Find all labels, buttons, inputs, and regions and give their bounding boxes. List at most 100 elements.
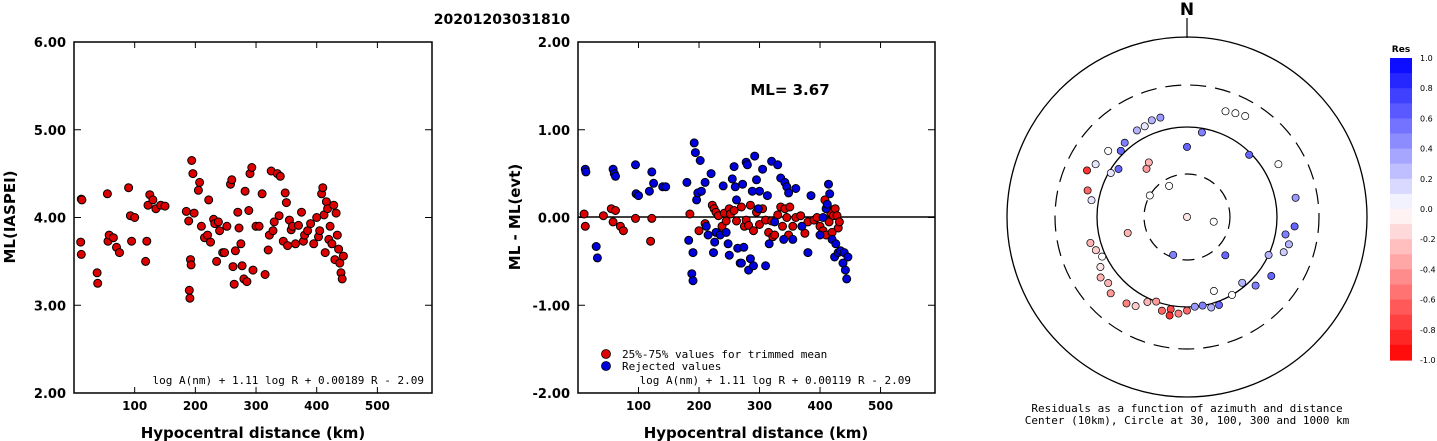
- data-point: [803, 248, 813, 258]
- colorbar-tick-label: -0.4: [1420, 265, 1436, 274]
- data-point: [312, 213, 322, 222]
- station-point: [1238, 278, 1247, 287]
- station-point: [1245, 150, 1254, 159]
- station-point: [1165, 181, 1174, 190]
- station-point: [1096, 273, 1105, 282]
- data-point: [124, 183, 134, 193]
- data-point: [591, 242, 601, 251]
- station-point: [1133, 126, 1141, 135]
- data-point: [206, 237, 215, 247]
- data-point: [753, 204, 763, 214]
- y-tick-label: 4.00: [34, 212, 66, 227]
- data-point: [331, 208, 341, 218]
- data-point: [580, 221, 590, 231]
- station-point: [1152, 297, 1161, 306]
- data-point: [257, 189, 267, 199]
- north-label: N: [1180, 0, 1194, 20]
- data-point: [634, 191, 643, 201]
- data-point: [723, 239, 733, 249]
- colorbar-cell: [1390, 163, 1412, 180]
- station-point: [1131, 302, 1140, 311]
- regression-formula: log A(nm) + 1.11 log R + 0.00119 R - 2.0…: [639, 374, 911, 387]
- data-point: [230, 246, 240, 256]
- data-point: [736, 202, 746, 212]
- regression-formula: log A(nm) + 1.11 log R + 0.00189 R - 2.0…: [152, 374, 424, 387]
- data-point: [685, 209, 695, 219]
- colorbar-cell: [1390, 344, 1412, 361]
- data-point: [248, 265, 258, 275]
- data-point: [778, 221, 787, 231]
- colorbar-tick-label: -1.0: [1420, 356, 1436, 365]
- data-point: [796, 211, 806, 221]
- colorbar-tick-label: 1.0: [1420, 54, 1433, 63]
- data-point: [618, 226, 628, 236]
- station-point: [1228, 290, 1236, 299]
- data-point: [729, 206, 739, 215]
- data-point: [184, 216, 194, 226]
- data-point: [785, 202, 795, 212]
- data-point: [749, 226, 758, 236]
- colorbar-cell: [1390, 193, 1412, 210]
- station-point: [1198, 301, 1207, 310]
- station-point: [1104, 146, 1113, 155]
- station-point: [1156, 113, 1165, 122]
- data-point: [234, 223, 244, 233]
- station-point: [1241, 112, 1250, 121]
- data-point: [592, 253, 602, 263]
- data-point: [268, 226, 278, 236]
- data-point: [689, 138, 699, 148]
- data-point: [773, 160, 783, 170]
- data-point: [579, 209, 589, 219]
- colorbar-cell: [1390, 269, 1412, 286]
- station-point: [1274, 160, 1283, 169]
- data-point: [233, 207, 243, 217]
- station-point: [1086, 238, 1095, 247]
- data-point: [76, 249, 86, 259]
- station-point: [1183, 142, 1191, 151]
- axis-ticks: 100 200 300 400 500 -2.00 -1.00 0.00 1.00 2.00: [533, 36, 935, 413]
- data-point: [598, 211, 608, 221]
- data-point: [831, 239, 841, 249]
- figure-title: 20201203031810: [434, 12, 571, 28]
- data-point: [141, 256, 151, 266]
- x-tick-label: 300: [244, 399, 269, 413]
- data-point: [227, 175, 237, 185]
- data-point: [184, 285, 194, 295]
- y-tick-label: 5.00: [34, 124, 66, 139]
- data-point: [682, 177, 692, 187]
- station-point: [1087, 196, 1096, 205]
- station-point: [1267, 272, 1276, 280]
- data-point: [280, 188, 290, 198]
- data-point: [646, 236, 656, 246]
- station-point: [1140, 122, 1149, 131]
- data-point: [788, 234, 798, 244]
- x-tick-label: 200: [686, 399, 711, 413]
- data-point: [283, 241, 293, 251]
- station-point: [1123, 228, 1132, 237]
- legend-label-rejected: Rejected values: [622, 360, 721, 373]
- data-point: [93, 278, 103, 288]
- station-point: [1281, 230, 1290, 239]
- data-point: [196, 221, 206, 231]
- data-point: [721, 227, 731, 237]
- data-point: [332, 230, 342, 240]
- station-point: [1190, 302, 1199, 311]
- x-tick-label: 100: [626, 399, 651, 413]
- data-point: [822, 199, 832, 209]
- station-point: [1144, 158, 1153, 167]
- data-point: [825, 189, 835, 199]
- data-point: [782, 213, 792, 222]
- residual-vs-distance-panel: 100 200 300 400 500 -2.00 -1.00 0.00 1.00 2.00 ML…: [506, 36, 936, 441]
- data-point: [242, 277, 252, 287]
- data-point: [263, 245, 273, 255]
- ring-30km: [1143, 173, 1231, 261]
- colorbar-tick-label: 0.6: [1420, 114, 1433, 123]
- station-points: [1083, 107, 1300, 320]
- data-point: [92, 268, 102, 278]
- data-point: [631, 213, 640, 223]
- station-point: [1165, 311, 1174, 320]
- data-point: [294, 220, 303, 230]
- data-point: [739, 242, 749, 252]
- station-point: [1284, 240, 1293, 249]
- data-point: [148, 195, 158, 205]
